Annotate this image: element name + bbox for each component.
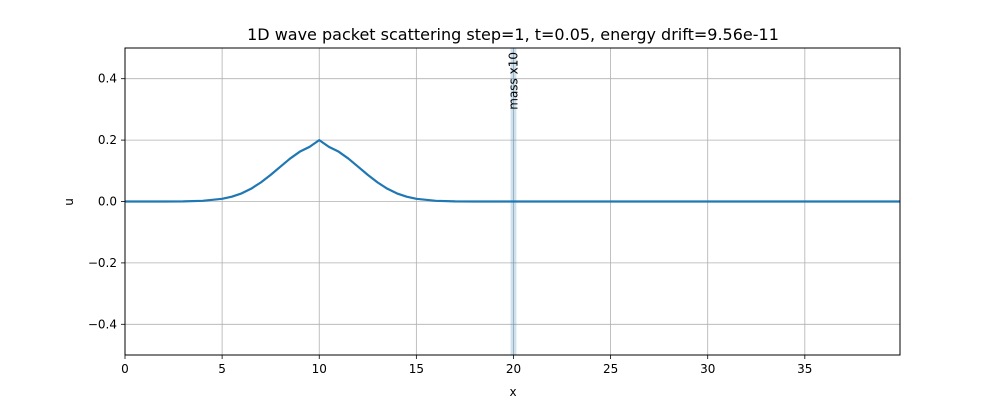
y-tick-label: 0.4 xyxy=(98,72,117,86)
x-tick-label: 35 xyxy=(797,362,812,376)
mass-annotation: mass x10 xyxy=(506,52,520,110)
x-tick-label: 10 xyxy=(312,362,327,376)
x-tick-label: 0 xyxy=(121,362,129,376)
y-tick-label: 0.0 xyxy=(98,195,117,209)
chart-title: 1D wave packet scattering step=1, t=0.05… xyxy=(247,25,779,44)
x-tick-label: 20 xyxy=(506,362,521,376)
y-tick-label: −0.2 xyxy=(88,256,117,270)
x-axis-label: x xyxy=(509,385,516,399)
series-layer xyxy=(125,139,900,203)
x-tick-label: 25 xyxy=(603,362,618,376)
series-line xyxy=(125,139,900,203)
plot-frame xyxy=(124,47,901,356)
y-axis-label: u xyxy=(62,198,76,206)
y-tick-label: 0.2 xyxy=(98,133,117,147)
x-tick-label: 15 xyxy=(409,362,424,376)
y-tick-label: −0.4 xyxy=(88,317,117,331)
x-tick-label: 5 xyxy=(218,362,226,376)
x-tick-label: 30 xyxy=(700,362,715,376)
ticks: 0 5 10 15 20 25 30 35 −0.4 −0.2 0.0 0.2 0.4 xyxy=(88,72,813,376)
